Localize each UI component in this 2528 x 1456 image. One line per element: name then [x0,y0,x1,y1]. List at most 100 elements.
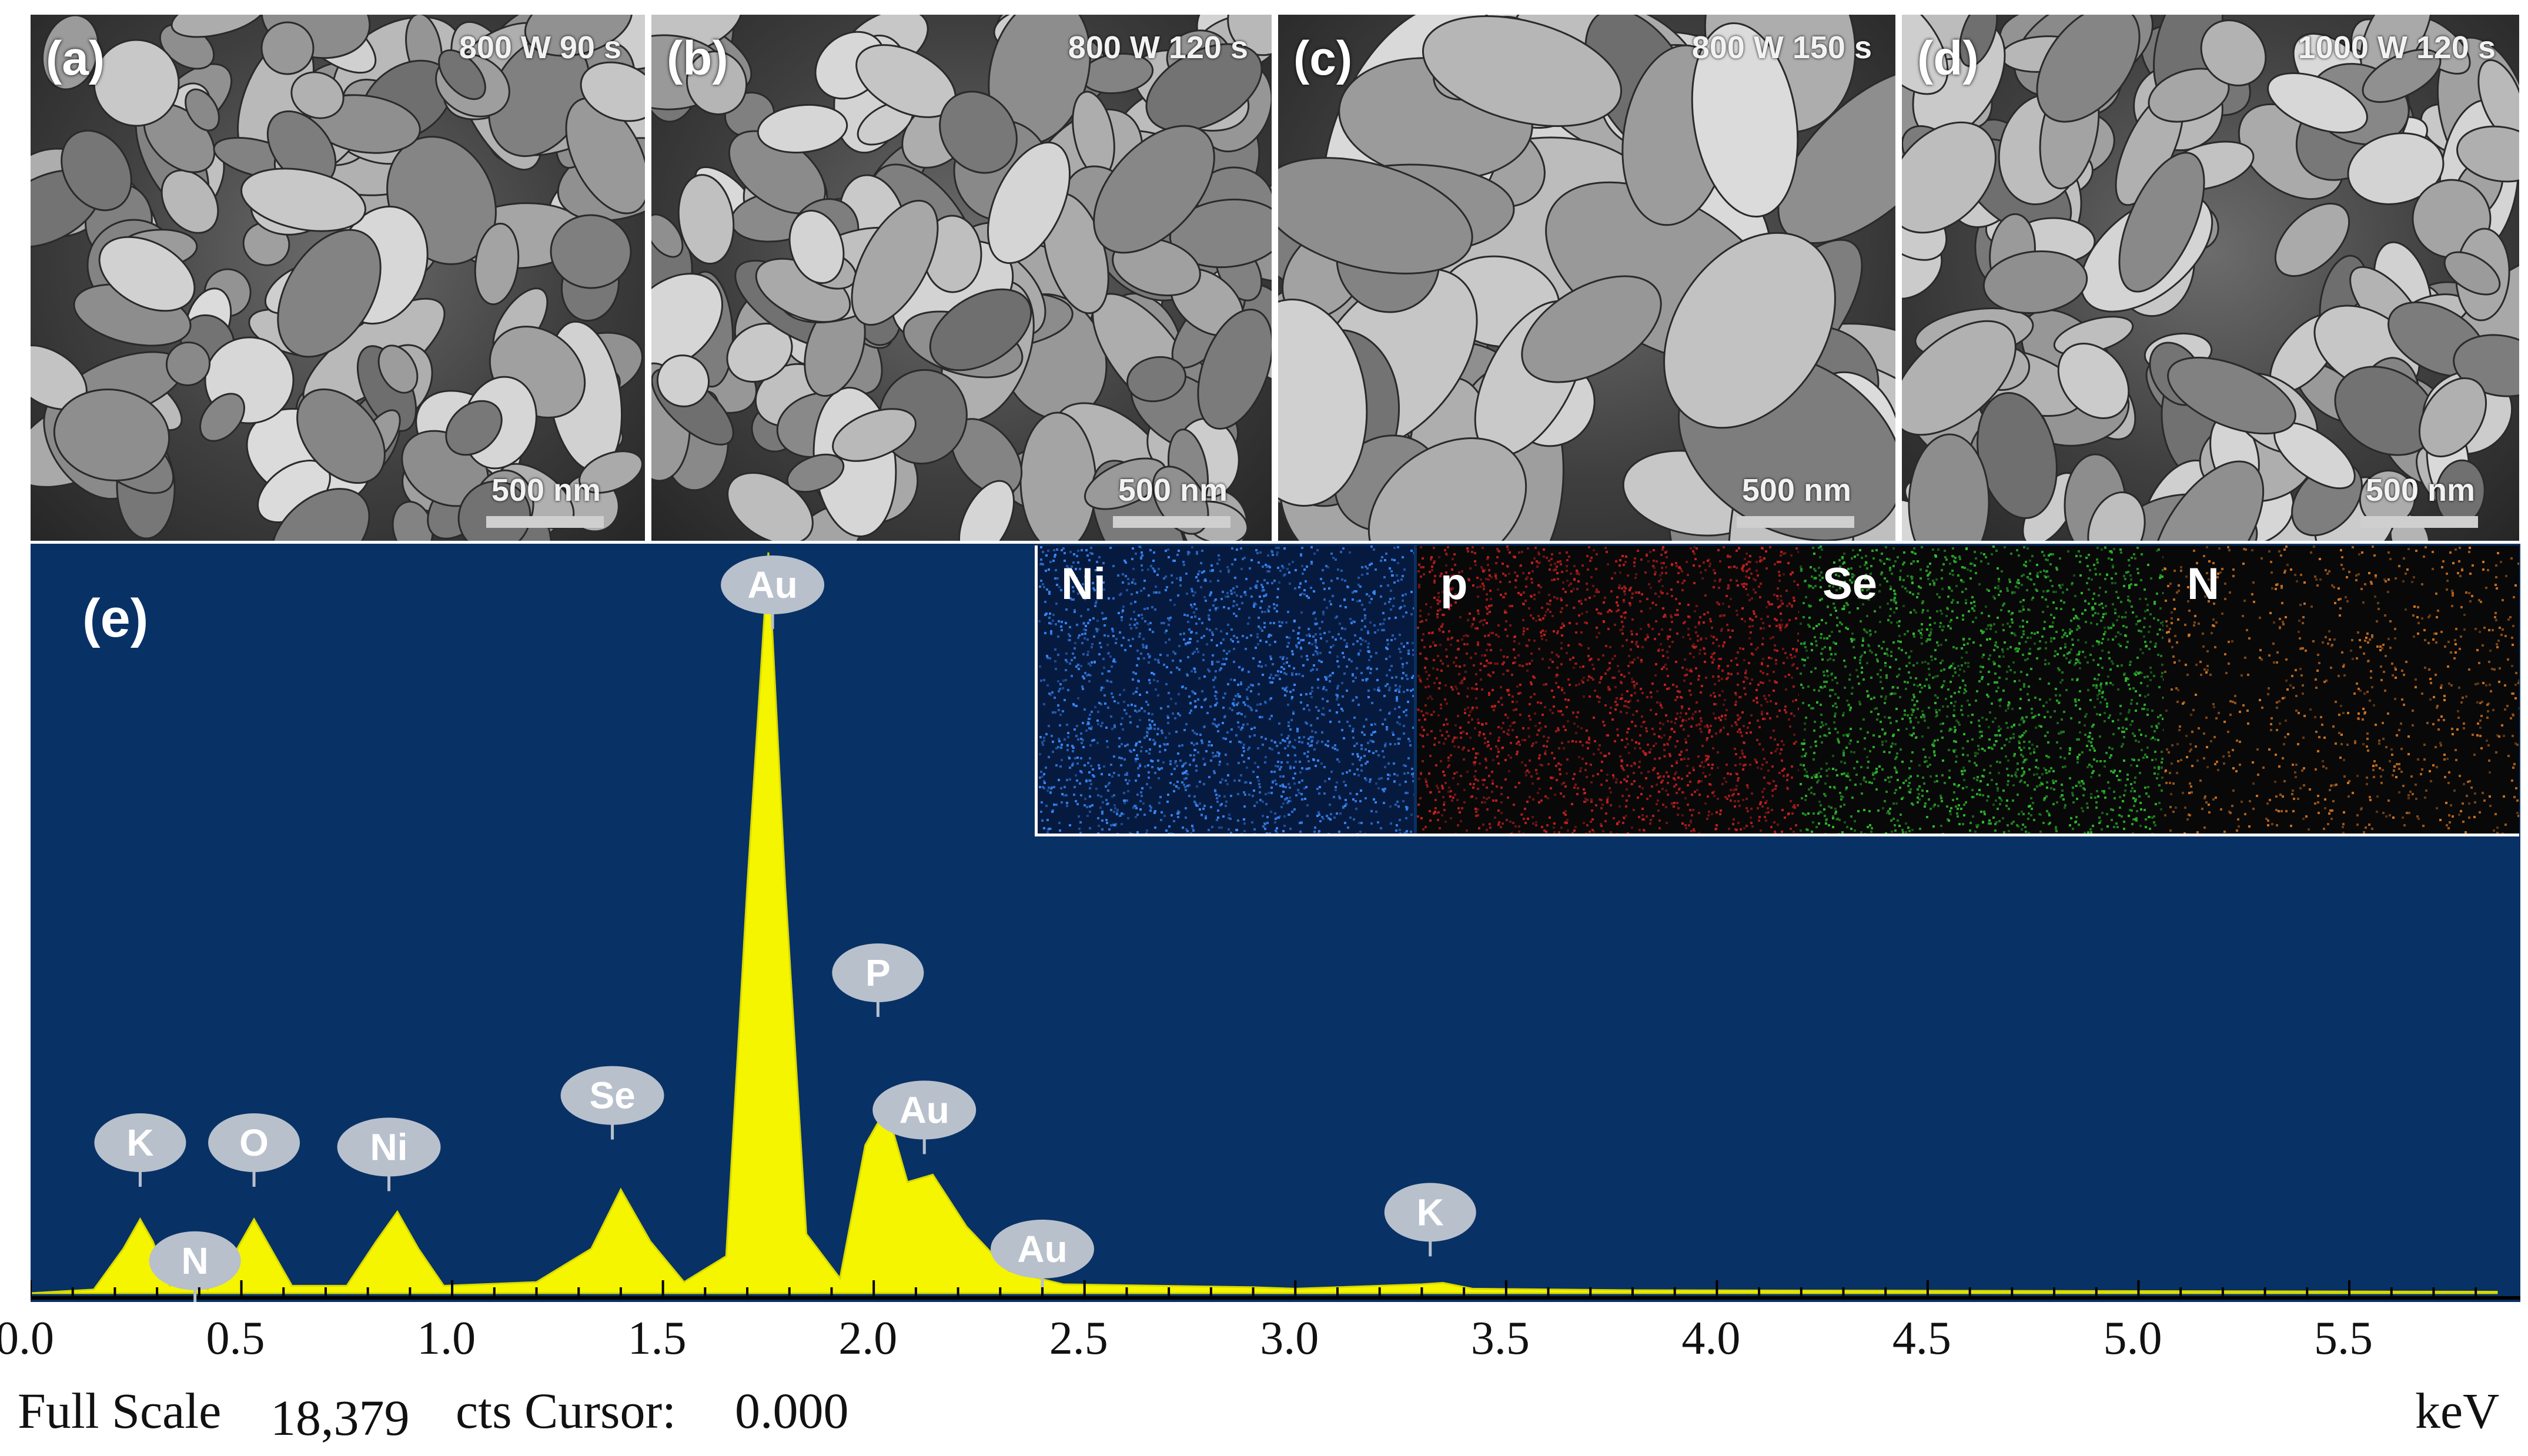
map-speckle [1711,627,1713,629]
map-speckle [1132,638,1134,640]
map-speckle [1779,752,1781,755]
map-speckle [1593,831,1595,833]
map-speckle [1457,715,1459,717]
map-speckle [1136,711,1138,713]
map-speckle [1071,565,1073,568]
map-speckle [1606,734,1608,737]
map-speckle [1651,682,1654,685]
map-speckle [1255,709,1258,712]
map-speckle [1250,595,1253,598]
map-speckle [1660,590,1662,593]
map-speckle [1246,767,1248,769]
map-speckle [1255,584,1258,587]
map-speckle [1300,655,1303,658]
map-speckle [1482,570,1484,573]
map-speckle [1616,778,1618,781]
map-speckle [1269,681,1272,684]
map-speckle [1449,594,1452,597]
map-speckle [1276,551,1279,554]
map-speckle [1453,745,1456,748]
map-speckle [1648,583,1650,585]
map-speckle [1555,675,1557,678]
map-speckle [1454,794,1456,796]
map-speckle [1352,699,1354,702]
map-speckle [1301,779,1303,782]
map-speckle [1074,757,1076,759]
map-speckle [1405,806,1407,808]
map-speckle [1737,779,1739,782]
map-speckle [1715,732,1717,735]
map-speckle [1770,700,1772,702]
map-speckle [1717,549,1720,551]
map-speckle [1319,786,1321,788]
map-speckle [1322,569,1324,571]
map-speckle [1140,590,1142,592]
map-speckle [1262,589,1265,591]
map-speckle [1560,663,1563,665]
map-speckle [1067,567,1069,569]
map-speckle [1284,573,1286,575]
map-speckle [1403,764,1405,767]
map-speckle [1581,564,1584,567]
map-speckle [1075,577,1078,580]
map-speckle [1136,794,1139,796]
map-speckle [1386,674,1388,677]
map-speckle [1645,752,1647,755]
map-speckle [1430,558,1432,560]
map-speckle [1616,601,1618,604]
map-speckle [1429,791,1432,794]
map-speckle [1040,563,1042,565]
map-speckle [1077,637,1079,639]
map-speckle [1770,752,1773,754]
map-speckle [1488,692,1490,694]
map-speckle [1793,831,1795,833]
map-speckle [1308,738,1310,740]
map-speckle [1422,633,1424,635]
map-speckle [1770,637,1772,640]
map-speckle [1560,599,1563,601]
map-speckle [1589,695,1591,698]
map-speckle [1336,655,1339,658]
map-speckle [1500,697,1502,699]
map-speckle [1273,603,1275,605]
map-speckle [1658,827,1661,829]
map-speckle [1477,644,1479,646]
map-speckle [1298,673,1300,675]
map-speckle [1411,677,1413,679]
map-speckle [1105,819,1108,821]
map-speckle [1762,637,1764,640]
map-speckle [1717,667,1720,670]
map-speckle [1595,591,1597,593]
map-speckle [1506,635,1509,637]
map-speckle [1770,826,1773,828]
map-speckle [1199,734,1202,736]
map-speckle [1780,612,1782,615]
map-speckle [1432,631,1434,634]
map-speckle [1422,714,1424,717]
map-speckle [1176,577,1178,580]
map-speckle [1469,567,1472,570]
map-speckle [1228,650,1230,652]
map-speckle [1088,779,1091,782]
map-speckle [1211,744,1213,747]
map-speckle [1779,627,1781,629]
map-speckle [1287,611,1289,613]
map-speckle [1248,686,1250,688]
map-speckle [1759,556,1761,558]
map-speckle [1313,748,1316,751]
map-speckle [1485,665,1487,667]
map-speckle [1473,617,1475,620]
map-speckle [1168,732,1171,735]
map-speckle [1081,685,1084,688]
map-speckle [1764,816,1766,818]
map-speckle [1132,671,1135,674]
map-speckle [1678,754,1681,756]
map-speckle [1110,764,1112,766]
map-speckle [1471,795,1473,798]
condition-label: 800 W 120 s [1068,30,1248,65]
map-speckle [1718,694,1721,697]
peak-label: K [1384,1183,1476,1257]
map-speckle [1472,623,1474,625]
map-speckle [1327,817,1330,819]
map-speckle [1073,794,1075,796]
